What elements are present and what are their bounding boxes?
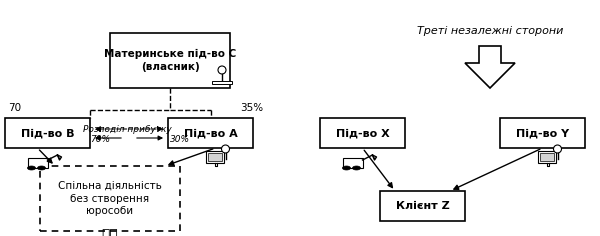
- Text: Під-во X: Під-во X: [335, 128, 389, 138]
- Bar: [5, 118, 90, 148]
- Circle shape: [554, 145, 562, 153]
- Text: 35%: 35%: [240, 103, 263, 113]
- Bar: [40, 166, 180, 231]
- Text: Розподіл прибутку: Розподіл прибутку: [83, 126, 172, 135]
- Ellipse shape: [37, 166, 46, 170]
- Ellipse shape: [343, 166, 350, 170]
- Text: Спільна діяльність
без створення
юрособи: Спільна діяльність без створення юрособи: [58, 181, 162, 216]
- Text: Під-во Y: Під-во Y: [516, 128, 569, 138]
- Circle shape: [221, 145, 229, 153]
- Bar: [343, 158, 362, 168]
- Text: Під-во B: Під-во B: [21, 128, 74, 138]
- Text: 70%: 70%: [90, 135, 110, 144]
- Circle shape: [218, 66, 226, 74]
- Ellipse shape: [353, 166, 361, 170]
- Bar: [205, 151, 223, 163]
- Bar: [539, 153, 554, 161]
- Bar: [538, 151, 556, 163]
- Text: Материнське під-во С
(власник): Материнське під-во С (власник): [104, 49, 236, 72]
- Text: Під-во A: Під-во A: [184, 128, 238, 138]
- Text: 30%: 30%: [170, 135, 190, 144]
- Bar: [208, 153, 221, 161]
- Bar: [110, 33, 230, 88]
- Polygon shape: [465, 46, 515, 88]
- Bar: [168, 118, 253, 148]
- Bar: [212, 81, 232, 84]
- Text: 70: 70: [8, 103, 21, 113]
- Text: Треті незалежні сторони: Треті незалежні сторони: [417, 26, 563, 36]
- Text: Клієнт Z: Клієнт Z: [395, 201, 449, 211]
- Bar: [380, 191, 465, 221]
- Bar: [320, 118, 405, 148]
- Bar: [500, 118, 585, 148]
- Text: ✋🤝: ✋🤝: [101, 228, 118, 236]
- Ellipse shape: [28, 166, 35, 170]
- Bar: [28, 158, 47, 168]
